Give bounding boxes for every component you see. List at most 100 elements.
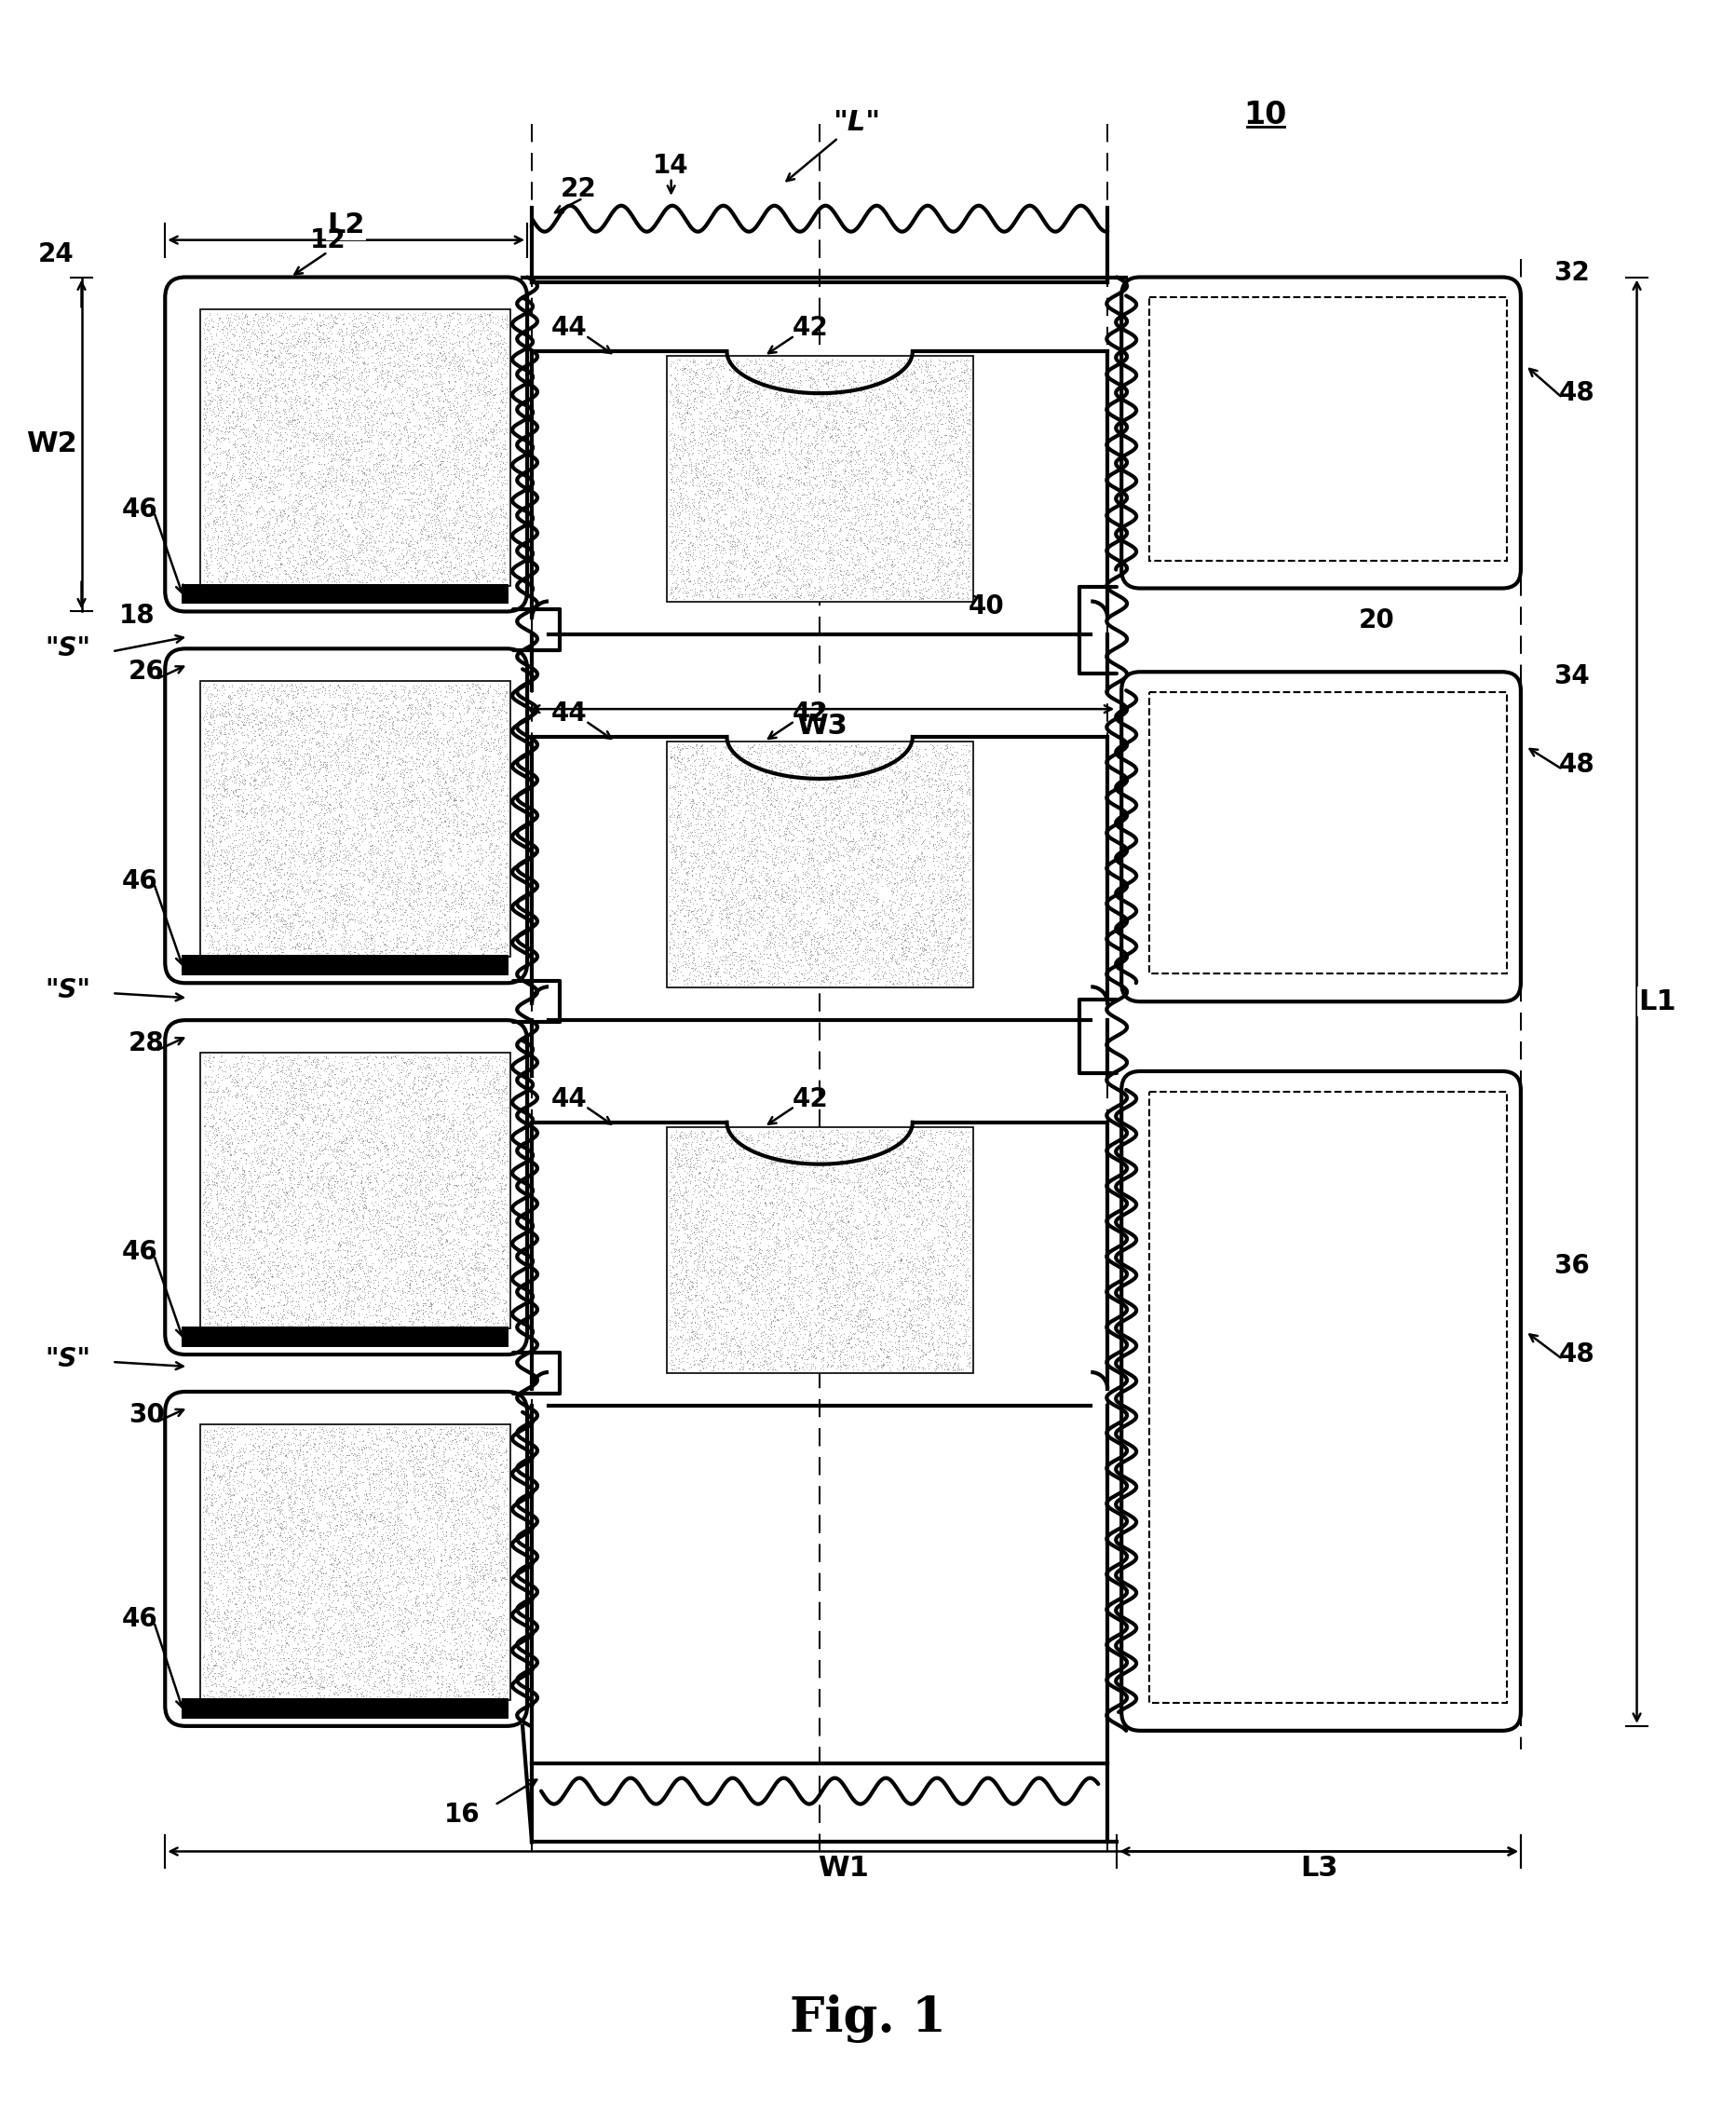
- Point: [785, 348, 812, 382]
- Point: [278, 800, 306, 834]
- Point: [363, 467, 391, 501]
- Point: [335, 1306, 363, 1340]
- Point: [684, 798, 712, 832]
- Point: [288, 1469, 316, 1503]
- Point: [326, 1420, 354, 1454]
- Point: [233, 1577, 260, 1611]
- Point: [271, 1183, 299, 1216]
- Point: [387, 1100, 415, 1134]
- Point: [847, 1121, 875, 1155]
- Point: [814, 484, 842, 518]
- Point: [288, 815, 316, 849]
- Point: [259, 380, 286, 414]
- Point: [835, 907, 863, 940]
- Point: [401, 1563, 429, 1596]
- Point: [816, 1312, 844, 1346]
- Point: [285, 1507, 312, 1541]
- Point: [411, 386, 439, 420]
- Point: [859, 344, 887, 378]
- Point: [406, 707, 434, 741]
- Point: [205, 369, 233, 403]
- Point: [276, 673, 304, 707]
- Point: [746, 894, 774, 928]
- Point: [444, 1244, 472, 1278]
- Point: [363, 769, 391, 802]
- Point: [479, 1306, 507, 1340]
- Point: [406, 1446, 434, 1480]
- Point: [939, 1240, 967, 1274]
- Point: [743, 433, 771, 467]
- Point: [778, 1168, 806, 1202]
- Point: [344, 671, 372, 705]
- Point: [948, 775, 976, 809]
- Point: [295, 675, 323, 709]
- Point: [359, 881, 387, 915]
- Point: [196, 715, 224, 749]
- Point: [769, 554, 797, 588]
- Point: [903, 560, 930, 594]
- Point: [215, 522, 243, 556]
- Point: [203, 499, 231, 533]
- Point: [363, 1072, 391, 1106]
- Point: [899, 1255, 927, 1289]
- Point: [830, 391, 858, 425]
- Point: [351, 1482, 378, 1516]
- Point: [227, 484, 255, 518]
- Point: [462, 1157, 490, 1191]
- Point: [425, 1580, 453, 1613]
- Point: [278, 1270, 306, 1304]
- Point: [224, 399, 252, 433]
- Point: [455, 1062, 483, 1095]
- Point: [311, 405, 339, 439]
- Point: [479, 1059, 507, 1093]
- Point: [264, 858, 292, 892]
- Point: [283, 894, 311, 928]
- Point: [273, 771, 300, 805]
- Point: [903, 909, 930, 943]
- Point: [297, 824, 325, 858]
- Point: [377, 1263, 404, 1297]
- Point: [670, 431, 698, 465]
- Point: [227, 692, 255, 726]
- Point: [236, 1414, 264, 1448]
- Point: [302, 488, 330, 522]
- Point: [786, 754, 814, 788]
- Point: [736, 896, 764, 930]
- Point: [460, 1554, 488, 1588]
- Point: [339, 1191, 366, 1225]
- Point: [903, 913, 930, 947]
- Point: [773, 1155, 800, 1189]
- Point: [755, 1248, 783, 1282]
- Point: [771, 841, 799, 875]
- Point: [658, 1149, 686, 1183]
- Point: [733, 471, 760, 505]
- Point: [339, 1191, 366, 1225]
- Point: [668, 949, 696, 983]
- Point: [806, 493, 833, 527]
- Point: [894, 1191, 922, 1225]
- Point: [227, 786, 255, 819]
- Point: [196, 1227, 224, 1261]
- Point: [464, 1178, 491, 1212]
- Point: [790, 399, 818, 433]
- Point: [276, 1083, 304, 1117]
- Point: [701, 1163, 729, 1197]
- Point: [424, 1465, 451, 1499]
- Point: [918, 1238, 946, 1272]
- Point: [384, 1240, 411, 1274]
- Point: [215, 1465, 243, 1499]
- Point: [922, 798, 950, 832]
- Point: [738, 909, 766, 943]
- Point: [365, 775, 392, 809]
- Point: [439, 858, 467, 892]
- Point: [382, 1425, 410, 1459]
- Point: [347, 1571, 375, 1605]
- Point: [788, 1280, 816, 1314]
- Point: [691, 802, 719, 836]
- Point: [837, 533, 865, 567]
- Point: [276, 478, 304, 512]
- Point: [434, 1115, 462, 1149]
- Point: [455, 1199, 483, 1233]
- Point: [464, 675, 491, 709]
- Point: [323, 1142, 351, 1176]
